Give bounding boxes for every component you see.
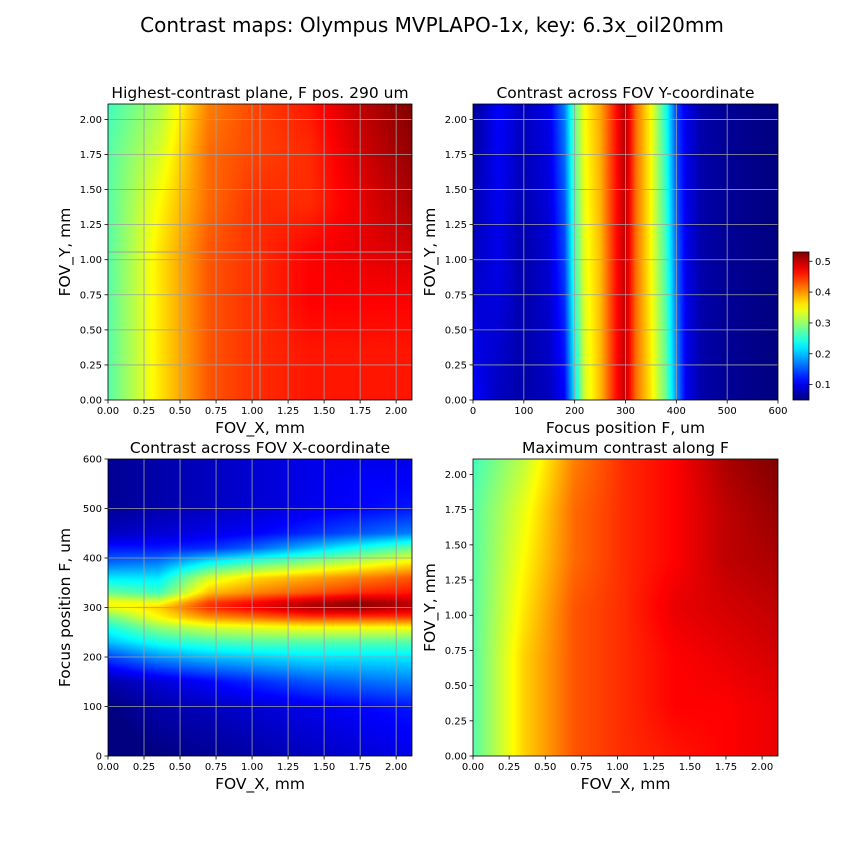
y-tick-label: 1.75 [445,150,467,161]
x-axis-label: Focus position F, um [546,419,705,437]
y-tick-label: 1.25 [80,220,102,231]
x-tick-label: 1.25 [277,406,299,417]
y-tick-label: 0.75 [445,646,467,657]
y-tick-label: 1.00 [80,255,102,266]
x-tick-label: 0.50 [169,406,191,417]
x-tick-label: 2.00 [385,762,407,773]
y-tick-label: 0.25 [445,716,467,727]
panel-title: Highest-contrast plane, F pos. 290 um [111,84,408,102]
colorbar-tick-label: 0.5 [815,257,831,268]
figure-title: Contrast maps: Olympus MVPLAPO-1x, key: … [140,13,724,37]
x-tick-label: 600 [768,406,787,417]
y-tick-label: 400 [83,554,102,565]
x-tick-label: 0.75 [570,762,592,773]
panels: 0.00 0.25 0.50 0.75 1.00 1.25 1.50 1.75 2.000.00… [56,84,788,794]
x-tick-label: 0.75 [205,762,227,773]
x-tick-label: 1.75 [349,762,371,773]
y-axis-label: Focus position F, um [56,528,74,687]
y-axis-label: FOV_Y, mm [56,208,75,297]
colorbar-tick-label: 0.2 [815,349,831,360]
x-tick-label: 1.00 [606,762,628,773]
x-tick-label: 2.00 [385,406,407,417]
x-tick-label: 200 [565,406,584,417]
x-tick-label: 300 [616,406,635,417]
y-tick-label: 1.75 [445,505,467,516]
x-tick-label: 1.50 [313,762,335,773]
y-tick-label: 0.00 [80,396,102,407]
x-tick-label: 1.75 [349,406,371,417]
x-tick-label: 0.00 [97,406,119,417]
y-tick-label: 1.50 [445,540,467,551]
x-tick-label: 0.50 [534,762,556,773]
colorbar-tick-label: 0.4 [815,288,831,299]
y-tick-label: 2.00 [445,115,467,126]
y-tick-label: 200 [83,653,102,664]
x-axis-label: FOV_X, mm [215,419,305,438]
colorbar-gradient [792,251,810,401]
y-tick-label: 100 [83,702,102,713]
x-tick-label: 1.75 [715,762,737,773]
y-tick-label: 2.00 [445,470,467,481]
x-tick-label: 1.50 [313,406,335,417]
x-tick-label: 1.50 [679,762,701,773]
y-tick-label: 300 [83,603,102,614]
y-tick-label: 0.50 [80,325,102,336]
chart-panel-3: 0.00 0.25 0.50 0.75 1.00 1.25 1.50 1.75 2.00 0 100… [56,439,413,794]
x-tick-label: 0.25 [133,762,155,773]
chart-panel-2: 0 100 200 300 400 500 600 0.00 0.25 0.50 0.75 1.00 1… [421,84,788,437]
colorbar: 0.1 0.2 0.3 0.4 0.5 [792,251,831,401]
x-tick-label: 500 [718,406,737,417]
x-tick-label: 1.00 [241,406,263,417]
panel-title: Contrast across FOV Y-coordinate [496,84,754,102]
y-tick-label: 1.25 [445,220,467,231]
x-axis-label: FOV_X, mm [581,775,671,794]
x-tick-label: 400 [667,406,686,417]
x-tick-label: 1.25 [643,762,665,773]
panel-title: Contrast across FOV X-coordinate [130,439,390,457]
x-tick-label: 0.00 [97,762,119,773]
x-tick-label: 0.75 [205,406,227,417]
x-tick-label: 0 [470,406,476,417]
y-tick-label: 0.50 [445,681,467,692]
y-tick-label: 1.25 [445,576,467,587]
y-tick-label: 0.25 [445,360,467,371]
colorbar-tick-label: 0.1 [815,380,831,391]
y-axis-label: FOV_Y, mm [421,208,440,297]
y-tick-label: 0.75 [80,290,102,301]
y-tick-label: 1.00 [445,255,467,266]
x-tick-label: 0.00 [462,762,484,773]
x-axis-label: FOV_X, mm [215,775,305,794]
x-tick-label: 0.50 [169,762,191,773]
x-tick-label: 1.25 [277,762,299,773]
y-tick-label: 1.00 [445,611,467,622]
colorbar-tick-label: 0.3 [815,318,831,329]
x-tick-label: 100 [514,406,533,417]
y-tick-label: 0.50 [445,325,467,336]
y-tick-label: 0.00 [445,396,467,407]
y-tick-label: 500 [83,504,102,515]
panel-title: Maximum contrast along F [522,439,729,457]
y-tick-label: 1.75 [80,150,102,161]
axes-frame [472,458,779,757]
axes-frame [107,103,413,401]
y-axis-label: FOV_Y, mm [421,563,440,652]
y-tick-label: 0 [96,752,102,763]
y-tick-label: 0.75 [445,290,467,301]
y-tick-label: 1.50 [80,185,102,196]
y-tick-label: 600 [83,455,102,466]
x-tick-label: 2.00 [751,762,773,773]
x-tick-label: 1.00 [241,762,263,773]
y-tick-label: 1.50 [445,185,467,196]
x-tick-label: 0.25 [133,406,155,417]
y-tick-label: 2.00 [80,115,102,126]
chart-panel-4: 0.00 0.25 0.50 0.75 1.00 1.25 1.50 1.75 2.00 0.00… [421,439,779,794]
heatmap-image [473,459,778,756]
chart-panel-1: 0.00 0.25 0.50 0.75 1.00 1.25 1.50 1.75 2.00 0.00… [56,84,413,438]
y-tick-label: 0.00 [445,752,467,763]
x-tick-label: 0.25 [498,762,520,773]
y-tick-label: 0.25 [80,360,102,371]
